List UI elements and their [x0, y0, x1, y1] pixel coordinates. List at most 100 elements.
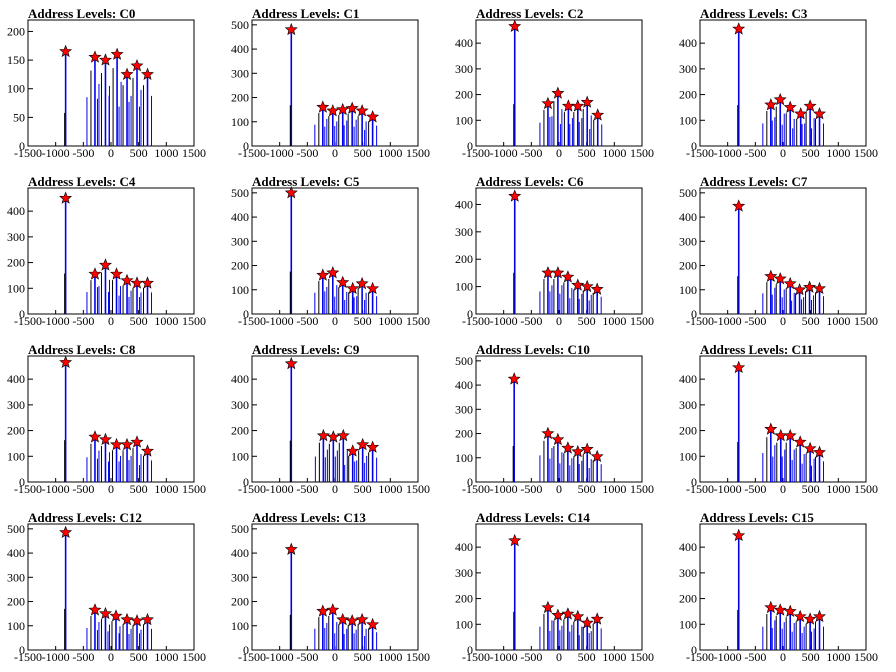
- peak-marker: [773, 92, 787, 106]
- x-tick-label: 1000: [602, 146, 626, 160]
- peak-marker: [336, 428, 350, 442]
- histogram-panel-c3: Address Levels: C3 0 100 200 300 400 -1500 -100…: [679, 6, 878, 160]
- x-tick-label: -1500: [14, 146, 42, 160]
- peak-marker: [793, 609, 807, 623]
- y-tick-label: 400: [231, 210, 249, 224]
- x-tick-label: 1500: [406, 146, 430, 160]
- x-tick-label: -1000: [714, 314, 742, 328]
- x-tick-label: -1000: [490, 314, 518, 328]
- peak-marker: [773, 272, 787, 285]
- peak-marker: [508, 19, 522, 32]
- x-tick-label: 0: [780, 314, 786, 328]
- y-tick-label: 400: [455, 197, 473, 211]
- y-tick-label: 500: [7, 522, 25, 536]
- plot-frame: [699, 19, 867, 147]
- x-tick-label: -1500: [686, 146, 714, 160]
- y-tick-label: 200: [7, 256, 25, 270]
- x-tick-label: -1500: [14, 650, 42, 664]
- x-tick-label: -500: [744, 314, 766, 328]
- y-tick-label: 200: [679, 592, 697, 606]
- peak-marker: [141, 612, 154, 626]
- histogram-panel-c14: Address Levels: C14 0 100 200 300 400 -1500 -10…: [455, 510, 654, 664]
- y-tick-label: 0: [243, 307, 249, 321]
- peak-marker: [59, 525, 73, 538]
- x-tick-label: 1000: [378, 650, 402, 664]
- y-tick-label: 100: [455, 113, 473, 127]
- x-tick-label: -1500: [686, 314, 714, 328]
- peak-marker: [773, 603, 787, 616]
- peak-marker: [590, 612, 604, 625]
- x-tick-label: 1500: [630, 482, 654, 496]
- peak-marker: [120, 67, 134, 80]
- x-tick-label: 1000: [378, 146, 402, 160]
- x-tick-label: 0: [332, 314, 338, 328]
- peak-marker: [813, 107, 826, 120]
- x-tick-label: 1000: [154, 482, 178, 496]
- peak-marker: [551, 86, 565, 99]
- plot-frame: [251, 523, 419, 651]
- y-tick-label: 400: [231, 42, 249, 56]
- x-tick-label: 1500: [182, 146, 206, 160]
- x-tick-label: 1500: [854, 146, 878, 160]
- peak-marker: [793, 282, 807, 296]
- y-tick-label: 0: [19, 139, 25, 153]
- x-tick-label: 500: [578, 146, 596, 160]
- y-tick-label: 0: [19, 475, 25, 489]
- x-tick-label: 1500: [630, 314, 654, 328]
- peak-marker: [561, 441, 575, 454]
- y-tick-label: 500: [231, 18, 249, 32]
- x-tick-label: 500: [130, 650, 148, 664]
- x-tick-label: 0: [108, 650, 114, 664]
- peak-marker: [316, 428, 330, 442]
- peak-marker: [764, 98, 778, 111]
- peak-marker: [316, 100, 330, 113]
- peak-marker: [355, 612, 369, 626]
- x-tick-label: 1000: [154, 650, 178, 664]
- histogram-panel-c1: Address Levels: C10100200300400500-1500-…: [231, 6, 430, 160]
- y-tick-label: 100: [455, 617, 473, 631]
- plot-frame: [699, 187, 867, 315]
- y-tick-label: 0: [691, 643, 697, 657]
- x-tick-label: -1000: [490, 146, 518, 160]
- y-tick-label: 300: [231, 570, 249, 584]
- peak-marker: [507, 372, 521, 385]
- x-tick-label: -500: [744, 482, 766, 496]
- x-tick-label: 0: [780, 482, 786, 496]
- y-tick-label: 200: [7, 424, 25, 438]
- x-tick-label: 1500: [406, 314, 430, 328]
- peak-marker: [764, 422, 778, 435]
- y-tick-label: 200: [679, 88, 697, 102]
- x-tick-label: 0: [108, 314, 114, 328]
- peak-marker: [541, 96, 555, 110]
- plot-frame: [475, 187, 643, 315]
- y-tick-label: 0: [243, 643, 249, 657]
- x-tick-label: -1000: [266, 314, 294, 328]
- peak-marker: [345, 101, 359, 114]
- peak-marker: [110, 267, 123, 280]
- y-tick-label: 300: [679, 566, 697, 580]
- y-tick-label: 300: [679, 398, 697, 412]
- peak-marker: [59, 191, 73, 204]
- peak-marker: [326, 430, 340, 443]
- x-tick-label: -1000: [42, 314, 70, 328]
- x-tick-label: 0: [556, 482, 562, 496]
- x-tick-label: -500: [296, 482, 318, 496]
- plot-frame: [475, 19, 643, 147]
- x-tick-label: -1000: [266, 482, 294, 496]
- y-tick-label: 100: [231, 115, 249, 129]
- x-tick-label: -1000: [714, 650, 742, 664]
- histogram-panel-c9: Address Levels: C9 0 100 200 300 400 -1500 -100…: [231, 342, 430, 496]
- y-tick-label: 200: [231, 259, 249, 273]
- peak-marker: [130, 58, 144, 72]
- panel-title: Address Levels: C4: [28, 174, 136, 189]
- y-tick-label: 200: [231, 424, 249, 438]
- y-tick-label: 100: [679, 283, 697, 297]
- x-tick-label: -1000: [42, 146, 70, 160]
- peak-marker: [59, 44, 73, 58]
- y-tick-label: 300: [455, 225, 473, 239]
- x-tick-label: 0: [332, 482, 338, 496]
- peak-marker: [732, 199, 746, 212]
- x-tick-label: 1500: [406, 482, 430, 496]
- x-tick-label: 1000: [378, 482, 402, 496]
- panel-title: Address Levels: C15: [700, 510, 814, 525]
